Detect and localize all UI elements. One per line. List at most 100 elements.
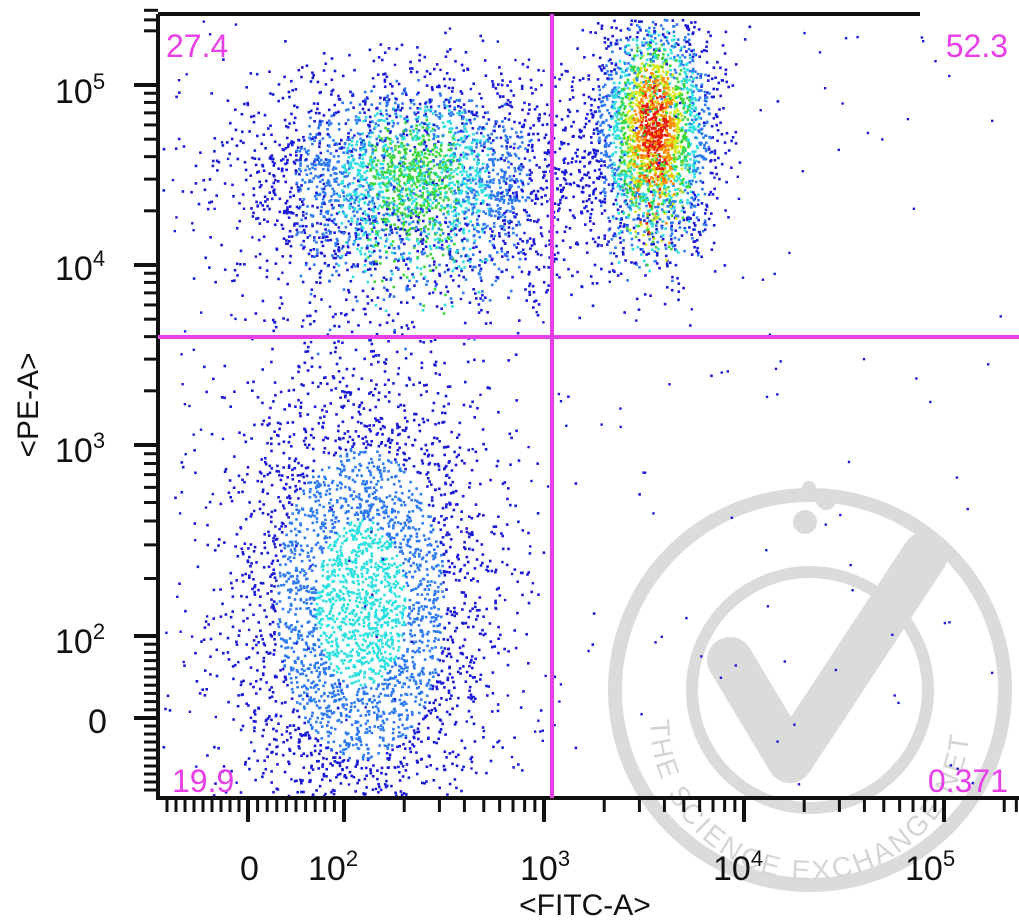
event-dot xyxy=(660,43,664,47)
event-dot xyxy=(311,204,314,208)
event-dot xyxy=(712,66,716,69)
event-dot xyxy=(347,238,351,241)
event-dot xyxy=(568,227,572,230)
event-dot xyxy=(707,145,711,149)
event-dot xyxy=(457,198,460,201)
event-dot xyxy=(376,119,380,122)
event-dot xyxy=(618,122,621,125)
event-dot xyxy=(501,190,504,194)
event-dot xyxy=(397,145,401,148)
event-dot xyxy=(640,253,643,256)
event-dot xyxy=(496,192,499,195)
event-dot xyxy=(678,72,682,76)
event-dot xyxy=(372,210,375,213)
event-dot xyxy=(635,177,638,181)
event-dot xyxy=(480,189,483,192)
event-dot xyxy=(415,153,419,157)
event-dot xyxy=(313,195,317,198)
event-dot xyxy=(548,230,551,233)
event-dot xyxy=(413,244,416,248)
event-dot xyxy=(641,118,645,122)
event-dot xyxy=(605,152,609,155)
event-dot xyxy=(457,185,460,189)
event-dot xyxy=(671,275,674,279)
event-dot xyxy=(636,31,640,34)
event-dot xyxy=(285,161,289,165)
event-dot xyxy=(536,189,540,193)
event-dot xyxy=(418,211,421,215)
event-dot xyxy=(337,199,340,203)
event-dot xyxy=(385,109,388,112)
event-dot xyxy=(312,248,316,251)
event-dot xyxy=(660,57,664,60)
event-dot xyxy=(492,246,496,249)
event-dot xyxy=(441,134,445,137)
event-dot xyxy=(697,251,700,255)
event-dot xyxy=(348,164,351,167)
event-dot xyxy=(595,127,599,130)
event-dot xyxy=(258,252,262,256)
event-dot xyxy=(385,256,388,259)
event-dot xyxy=(256,171,259,174)
event-dot xyxy=(695,84,698,87)
event-dot xyxy=(531,149,534,153)
event-dot xyxy=(437,227,441,230)
event-dot xyxy=(631,248,635,251)
event-dot xyxy=(358,198,362,201)
event-dot xyxy=(397,259,400,263)
event-dot xyxy=(413,151,417,154)
event-dot xyxy=(433,338,437,342)
event-dot xyxy=(329,230,332,234)
event-dot xyxy=(638,71,641,74)
event-dot xyxy=(462,228,466,231)
event-dot xyxy=(521,62,525,66)
event-dot xyxy=(489,194,492,198)
event-dot xyxy=(674,188,677,192)
event-dot xyxy=(670,98,673,102)
event-dot xyxy=(690,90,694,94)
event-dot xyxy=(419,207,423,211)
event-dot xyxy=(271,93,275,96)
event-dot xyxy=(435,220,438,223)
event-dot xyxy=(448,187,451,191)
event-dot xyxy=(277,277,280,281)
event-dot xyxy=(465,195,469,199)
event-dot xyxy=(422,185,425,189)
event-dot xyxy=(324,231,328,235)
event-dot xyxy=(525,173,529,177)
event-dot xyxy=(393,164,397,168)
event-dot xyxy=(567,267,570,271)
event-dot xyxy=(624,84,628,87)
event-dot xyxy=(639,199,642,203)
event-dot xyxy=(317,126,320,130)
event-dot xyxy=(625,52,629,56)
event-dot xyxy=(690,107,693,110)
event-dot xyxy=(425,206,428,210)
event-dot xyxy=(383,204,386,207)
event-dot xyxy=(369,238,372,241)
event-dot xyxy=(455,99,459,102)
event-dot xyxy=(680,114,684,118)
event-dot xyxy=(478,171,482,174)
event-dot xyxy=(400,164,403,168)
event-dot xyxy=(503,103,507,106)
event-dot xyxy=(386,154,390,157)
event-dot xyxy=(468,247,472,251)
event-dot xyxy=(337,128,341,131)
event-dot xyxy=(386,137,390,140)
event-dot xyxy=(687,129,690,132)
event-dot xyxy=(369,129,372,132)
event-dot xyxy=(454,206,458,210)
event-dot xyxy=(402,221,406,224)
event-dot xyxy=(588,176,591,179)
event-dot xyxy=(536,197,540,201)
event-dot xyxy=(327,179,330,182)
event-dot xyxy=(674,200,677,203)
event-dot xyxy=(356,243,360,247)
event-dot xyxy=(506,251,509,254)
event-dot xyxy=(375,240,378,244)
event-dot xyxy=(560,73,564,76)
event-dot xyxy=(388,152,392,156)
event-dot xyxy=(256,134,259,138)
event-dot xyxy=(359,147,362,150)
